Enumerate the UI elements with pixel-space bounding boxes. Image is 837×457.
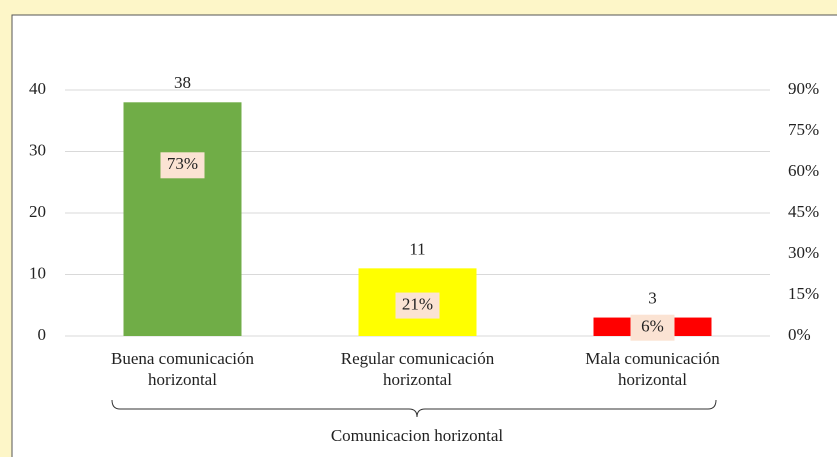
y2-tick-label: 75%	[788, 120, 819, 139]
y2-tick-label: 60%	[788, 161, 819, 180]
share-label-box	[395, 292, 440, 319]
x-tick-label: Buena comunicación	[111, 349, 255, 368]
share-label-box	[630, 314, 675, 341]
x-axis-title: Comunicacion horizontal	[331, 426, 504, 445]
y-tick-label: 0	[38, 325, 47, 344]
data-label: 3	[648, 288, 657, 307]
share-label: 6%	[641, 317, 664, 336]
x-tick-label: horizontal	[618, 370, 687, 389]
bar	[123, 102, 242, 336]
share-label: 73%	[167, 154, 198, 173]
y-tick-label: 10	[29, 263, 46, 282]
y2-tick-label: 90%	[788, 79, 819, 98]
y-tick-label: 30	[29, 140, 46, 159]
share-label: 21%	[402, 294, 433, 313]
y2-tick-label: 45%	[788, 202, 819, 221]
x-tick-label: Regular comunicación	[341, 349, 495, 368]
y2-tick-label: 15%	[788, 284, 819, 303]
data-label: 11	[409, 239, 425, 258]
y-tick-label: 20	[29, 202, 46, 221]
x-tick-label: horizontal	[148, 370, 217, 389]
y-tick-label: 40	[29, 79, 46, 98]
data-label: 38	[174, 73, 191, 92]
share-label-box	[160, 152, 205, 179]
x-tick-label: horizontal	[383, 370, 452, 389]
x-tick-label: Mala comunicación	[585, 349, 720, 368]
category-brace	[111, 399, 717, 418]
y2-tick-label: 30%	[788, 243, 819, 262]
y2-tick-label: 0%	[788, 325, 811, 344]
